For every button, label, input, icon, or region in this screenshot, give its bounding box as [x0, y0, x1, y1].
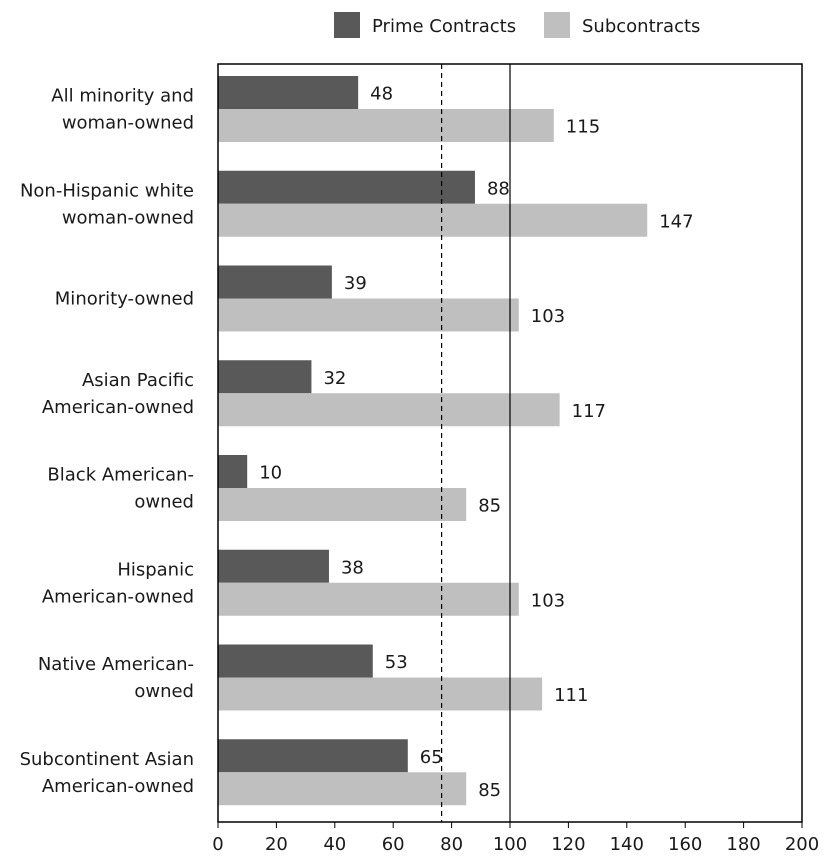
bar-prime-5: [218, 549, 329, 583]
bar-sub-6: [218, 677, 543, 711]
bar-prime-1: [218, 170, 475, 204]
bar-sub-1: [218, 203, 648, 237]
category-label-3-1: American-owned: [42, 397, 194, 418]
bar-sub-7: [218, 772, 467, 806]
value-label-sub-3: 117: [572, 401, 606, 422]
category-label-6-1: owned: [134, 681, 194, 702]
value-label-sub-6: 111: [554, 685, 588, 706]
category-label-0-0: All minority and: [51, 86, 194, 107]
category-labels: All minority and woman-owned Non-Hispanic …: [20, 86, 194, 797]
value-label-sub-5: 103: [531, 590, 565, 611]
bar-sub-4: [218, 488, 467, 521]
x-tick-label-60: 60: [382, 834, 405, 855]
category-label-1-0: Non-Hispanic white: [20, 180, 194, 201]
value-label-prime-0: 48: [370, 84, 393, 105]
value-label-sub-7: 85: [478, 780, 501, 801]
x-tick-label-140: 140: [610, 834, 644, 855]
category-label-0-1: woman-owned: [62, 113, 194, 134]
legend-swatch-prime: [334, 12, 360, 38]
bar-prime-0: [218, 76, 359, 109]
value-label-sub-1: 147: [659, 211, 693, 232]
value-label-prime-3: 32: [323, 368, 346, 389]
value-label-prime-7: 65: [420, 747, 443, 768]
x-tick-label-100: 100: [493, 834, 527, 855]
category-label-5-0: Hispanic: [117, 559, 194, 580]
bars-group: [218, 76, 648, 806]
x-tick-label-200: 200: [785, 834, 819, 855]
bar-prime-2: [218, 265, 332, 299]
category-label-2-0: Minority-owned: [55, 289, 194, 310]
bar-sub-2: [218, 298, 519, 332]
bar-prime-4: [218, 455, 248, 488]
reference-lines: [441, 64, 511, 822]
category-label-4-1: owned: [134, 492, 194, 513]
value-labels: 48 115 88 147 39 103 32 117 10 85 38 103 53 111 65 85: [259, 84, 693, 801]
category-label-7-0: Subcontinent Asian: [20, 749, 194, 770]
category-label-7-1: American-owned: [42, 776, 194, 797]
x-tick-label-20: 20: [265, 834, 288, 855]
legend-swatch-sub: [544, 12, 570, 38]
legend-label-sub: Subcontracts: [582, 16, 700, 37]
bar-prime-6: [218, 644, 373, 678]
value-label-prime-1: 88: [487, 178, 510, 199]
x-tick-label-180: 180: [726, 834, 760, 855]
x-tick-label-40: 40: [323, 834, 346, 855]
x-axis: 0 20 40 60 80 100 120 140 160 180 200: [212, 822, 819, 855]
category-label-6-0: Native American-: [38, 654, 194, 675]
bar-prime-3: [218, 360, 312, 394]
x-tick-label-160: 160: [668, 834, 702, 855]
bar-prime-7: [218, 739, 408, 773]
legend: Prime Contracts Subcontracts: [334, 12, 700, 38]
value-label-sub-2: 103: [531, 306, 565, 327]
bar-sub-5: [218, 582, 519, 616]
bar-sub-0: [218, 109, 554, 142]
category-label-3-0: Asian Pacific: [82, 370, 194, 391]
x-tick-label-0: 0: [212, 834, 223, 855]
value-label-sub-0: 115: [566, 117, 600, 138]
x-tick-label-120: 120: [551, 834, 585, 855]
value-label-prime-2: 39: [344, 273, 367, 294]
category-label-5-1: American-owned: [42, 586, 194, 607]
bar-sub-3: [218, 393, 560, 427]
category-label-4-0: Black American-: [47, 465, 194, 486]
x-tick-label-80: 80: [440, 834, 463, 855]
value-label-prime-6: 53: [385, 652, 408, 673]
value-label-prime-5: 38: [341, 557, 364, 578]
category-label-1-1: woman-owned: [62, 207, 194, 228]
legend-label-prime: Prime Contracts: [372, 16, 516, 37]
value-label-sub-4: 85: [478, 496, 501, 517]
value-label-prime-4: 10: [259, 463, 282, 484]
